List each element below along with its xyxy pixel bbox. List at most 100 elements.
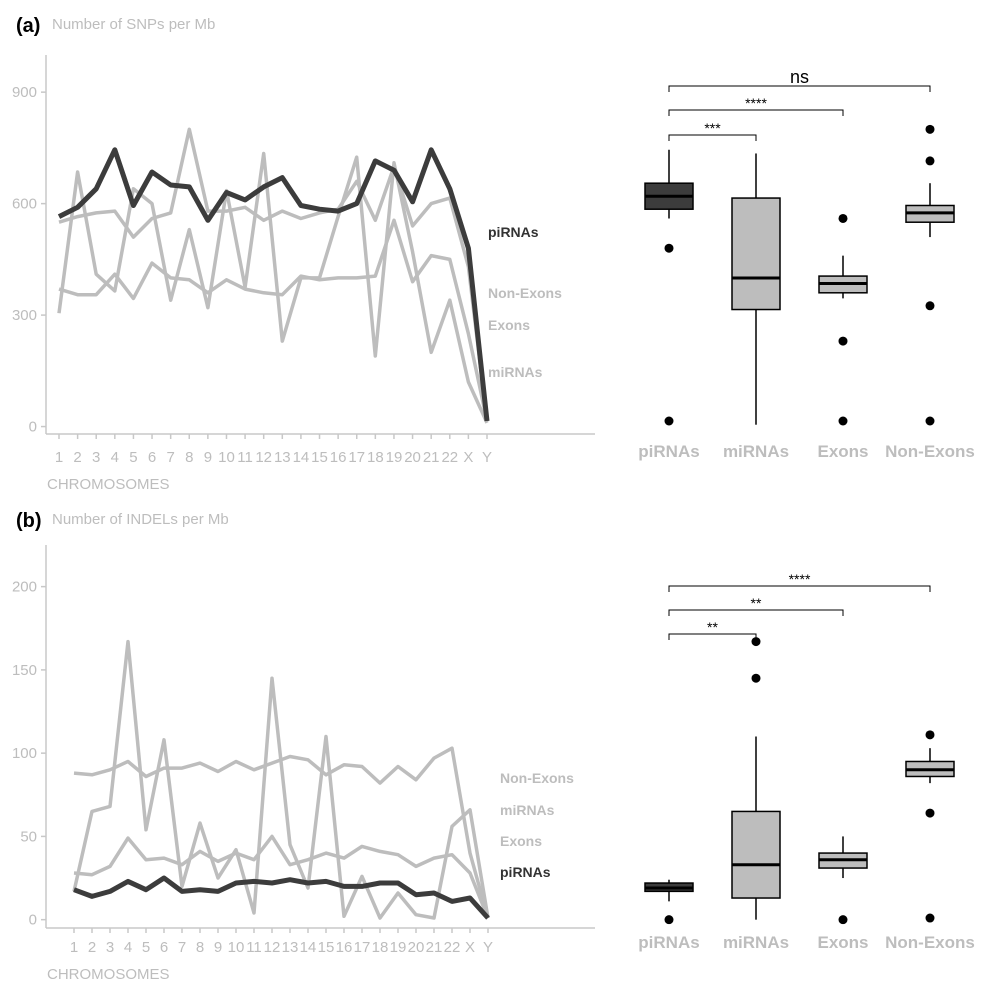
panel-a-x-tick-label: 11: [237, 449, 253, 466]
panel-a-box-category-pirnas: piRNAs: [638, 442, 699, 461]
panel-b-x-tick-label: 13: [282, 939, 299, 956]
panel-b-line-label-mirnas: miRNAs: [500, 802, 555, 818]
panel-b-x-tick-label: 20: [408, 939, 425, 956]
panel-a-x-tick-label: 16: [330, 449, 347, 466]
panel-a-box-outlier-non-exons: [925, 124, 935, 134]
panel-b-x-tick-label: 19: [390, 939, 407, 956]
panel-b-y-tick-label: 0: [29, 912, 37, 929]
panel-a-x-tick-label: 21: [423, 449, 440, 466]
panel-a-box-outlier-pirnas: [664, 416, 674, 426]
panel-a-letter: (a): [16, 15, 40, 37]
panel-b-x-tick-label: 8: [196, 939, 204, 956]
panel-a-y-tick-label: 300: [12, 307, 37, 324]
panel-b-y-tick-label: 50: [20, 828, 37, 845]
panel-b-box-outlier-non-exons: [925, 913, 935, 923]
panel-a-x-tick-label: X: [463, 449, 473, 466]
panel-b-x-tick-label: 21: [426, 939, 443, 956]
panel-b-xlabel: CHROMOSOMES: [47, 966, 170, 983]
panel-b-x-tick-label: 17: [354, 939, 371, 956]
panel-a-x-tick-label: 1: [55, 449, 63, 466]
panel-a-x-tick-label: 15: [311, 449, 328, 466]
panel-a-x-tick-label: 18: [367, 449, 384, 466]
panel-b-box-outlier-pirnas: [664, 915, 674, 925]
panel-a-x-tick-label: 17: [348, 449, 365, 466]
panel-b-x-tick-label: Y: [483, 939, 493, 956]
panel-a-box-outlier-non-exons: [925, 416, 935, 426]
panel-a-significance-label: ns: [790, 67, 809, 87]
panel-b-series-line-mirnas: [72, 639, 490, 920]
panel-b-box-category-exons: Exons: [817, 933, 868, 952]
panel-b-significance-label: **: [751, 595, 762, 611]
panel-a-x-tick-label: 13: [274, 449, 291, 466]
panel-b-box-outlier-exons: [838, 915, 848, 925]
panel-a-x-tick-label: Y: [482, 449, 492, 466]
panel-a-series-line-pirnas: [57, 147, 490, 422]
panel-b-box-outlier-mirnas: [751, 673, 761, 683]
panel-a-significance-label: ***: [704, 120, 721, 136]
panel-b-line-label-pirnas: piRNAs: [500, 864, 551, 880]
panel-a-box-outlier-exons: [838, 213, 848, 223]
panel-a-x-tick-label: 19: [386, 449, 403, 466]
panel-a-box-category-mirnas: miRNAs: [723, 442, 789, 461]
panel-a-y-tick-label: 900: [12, 84, 37, 101]
panel-b-box-category-mirnas: miRNAs: [723, 933, 789, 952]
panel-a-y-tick-label: 0: [29, 419, 37, 436]
panel-b-x-tick-label: 14: [300, 939, 317, 956]
panel-b-boxplot: piRNAs miRNAs Exons Non-Exons********: [638, 571, 975, 952]
panel-b-x-tick-label: 11: [246, 939, 262, 956]
panel-a-line-label-mirnas: miRNAs: [488, 364, 543, 380]
panel-a-line-label-exons: Exons: [488, 317, 530, 333]
panel-a-box-outlier-non-exons: [925, 156, 935, 166]
panel-a-line-label-non-exons: Non-Exons: [488, 285, 562, 301]
panel-b-x-tick-label: 5: [142, 939, 150, 956]
panel-a-line-label-pirnas: piRNAs: [488, 224, 539, 240]
panel-b-x-tick-label: 2: [88, 939, 96, 956]
panel-b-box-mirnas: [731, 810, 781, 899]
panel-a-box-outlier-pirnas: [664, 243, 674, 253]
panel-a-x-tick-label: 6: [148, 449, 156, 466]
panel-b-box-category-non-exons: Non-Exons: [885, 933, 975, 952]
panel-b-y-tick-label: 200: [12, 579, 37, 596]
panel-b-line-label-exons: Exons: [500, 833, 542, 849]
panel-b-box-outlier-mirnas: [751, 637, 761, 647]
panel-a-x-tick-label: 14: [293, 449, 310, 466]
panel-a-ylabel: Number of SNPs per Mb: [52, 16, 215, 33]
panel-b-box-outlier-non-exons: [925, 730, 935, 740]
panel-b-x-tick-label: 6: [160, 939, 168, 956]
panel-a-box-category-exons: Exons: [817, 442, 868, 461]
panel-b-significance-label: ****: [789, 571, 811, 587]
panel-b-significance-bracket: [668, 585, 931, 592]
panel-a-x-tick-label: 5: [129, 449, 137, 466]
panel-b-box-outlier-non-exons: [925, 808, 935, 818]
panel-b-ylabel: Number of INDELs per Mb: [52, 511, 229, 528]
panel-b-x-tick-label: 9: [214, 939, 222, 956]
panel-b-x-tick-label: 4: [124, 939, 132, 956]
panel-a-xlabel: CHROMOSOMES: [47, 476, 170, 493]
panel-a-significance-label: ****: [745, 95, 767, 111]
panel-b-y-tick-label: 100: [12, 745, 37, 762]
panel-b-letter: (b): [16, 510, 42, 532]
panel-a-x-tick-label: 9: [204, 449, 212, 466]
panel-a-x-tick-label: 10: [218, 449, 235, 466]
panel-a-x-tick-label: 8: [185, 449, 193, 466]
panel-b-x-tick-label: 12: [264, 939, 281, 956]
panel-a-box-mirnas: [731, 197, 781, 311]
panel-b-line-label-non-exons: Non-Exons: [500, 770, 574, 786]
panel-a-x-tick-label: 7: [166, 449, 174, 466]
panel-b-x-tick-label: 22: [444, 939, 461, 956]
panel-b-x-tick-label: 3: [106, 939, 114, 956]
panel-b-x-tick-label: 16: [336, 939, 353, 956]
panel-a-y-tick-label: 600: [12, 196, 37, 213]
panel-a-x-tick-label: 3: [92, 449, 100, 466]
panel-b-box-category-pirnas: piRNAs: [638, 933, 699, 952]
panel-a-x-tick-label: 12: [255, 449, 272, 466]
panel-b-x-tick-label: 18: [372, 939, 389, 956]
panel-b-x-tick-label: 15: [318, 939, 335, 956]
panel-a-box-category-non-exons: Non-Exons: [885, 442, 975, 461]
panel-a-significance-bracket: [668, 85, 931, 92]
panel-b-significance-bracket: [668, 609, 844, 616]
panel-b-y-tick-label: 150: [12, 662, 37, 679]
